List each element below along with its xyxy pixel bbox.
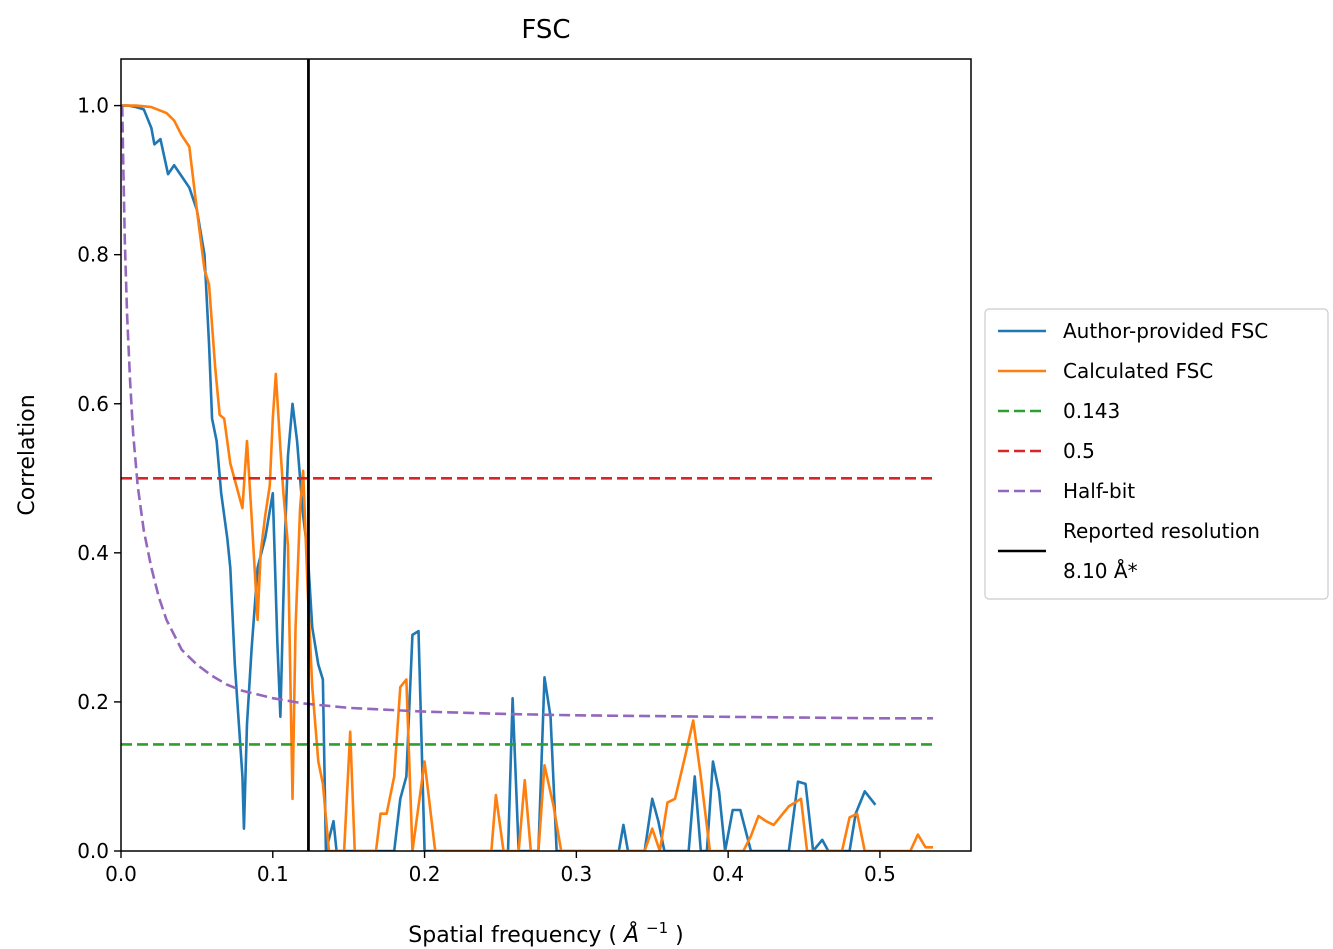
x-tick-label: 0.1	[257, 862, 289, 886]
plot-frame	[120, 58, 972, 852]
legend-label: 0.5	[1063, 439, 1095, 463]
legend: Author-provided FSC Calculated FSC 0.143 0.…	[984, 308, 1329, 600]
x-axis: 0.0 0.1 0.2 0.3 0.4 0.5	[105, 851, 896, 886]
x-axis-label-unit: Å	[622, 921, 639, 948]
x-tick-label: 0.4	[712, 862, 744, 886]
series-line-1	[121, 104, 934, 851]
x-axis-label-paren-open: (	[608, 923, 617, 948]
y-axis-label: Correlation	[15, 394, 40, 515]
x-tick-label: 0.3	[560, 862, 592, 886]
x-axis-label: Spatial frequency ( Å −1 )	[408, 914, 683, 948]
x-tick-label: 0.5	[864, 862, 896, 886]
legend-label: Half-bit	[1063, 479, 1135, 503]
y-tick-label: 0.0	[77, 839, 109, 863]
legend-label: Calculated FSC	[1063, 359, 1213, 383]
legend-box	[984, 308, 1329, 600]
y-axis: 0.0 0.2 0.4 0.6 0.8 1.0	[77, 94, 121, 863]
plot-area	[121, 59, 934, 851]
y-tick-label: 1.0	[77, 94, 109, 118]
chart-title: FSC	[521, 15, 570, 45]
legend-label: Author-provided FSC	[1063, 319, 1268, 343]
x-axis-label-exponent: −1	[646, 919, 668, 937]
y-tick-label: 0.4	[77, 541, 109, 565]
y-tick-label: 0.8	[77, 243, 109, 267]
series-line-0	[121, 104, 877, 851]
legend-label: 0.143	[1063, 399, 1120, 423]
x-tick-label: 0.0	[105, 862, 137, 886]
x-axis-label-text: Spatial frequency	[408, 923, 601, 948]
legend-label: 8.10 Å*	[1063, 559, 1138, 583]
y-tick-label: 0.2	[77, 690, 109, 714]
legend-label: Reported resolution	[1063, 519, 1260, 543]
series-line-4	[121, 105, 934, 720]
y-tick-label: 0.6	[77, 392, 109, 416]
x-axis-label-paren-close: )	[675, 923, 684, 948]
x-tick-label: 0.2	[409, 862, 441, 886]
